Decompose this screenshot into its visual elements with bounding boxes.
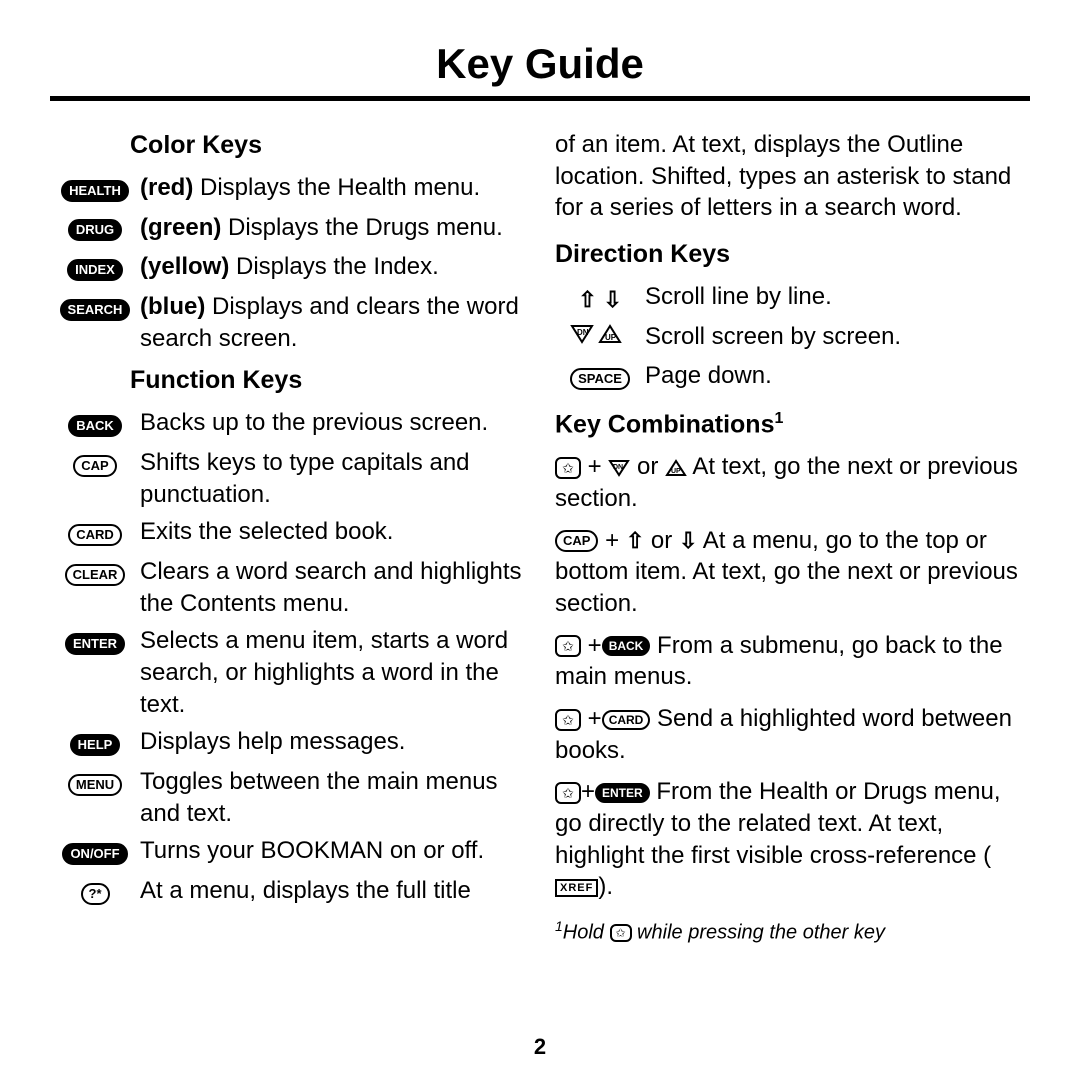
function-key-row: HELPDisplays help messages. xyxy=(50,726,525,760)
title-rule xyxy=(50,96,1030,101)
svg-text:UP: UP xyxy=(605,333,617,342)
key-desc: Displays help messages. xyxy=(140,726,525,758)
combo-1: ✩ + DN or UP At text, go the next or pre… xyxy=(555,451,1030,514)
left-column: Color Keys HEALTH(red) Displays the Heal… xyxy=(50,129,525,946)
combo-5: ✩+ENTER From the Health or Drugs menu, g… xyxy=(555,776,1030,903)
function-key-row: CLEARClears a word search and highlights… xyxy=(50,556,525,619)
color-key-row: SEARCH(blue) Displays and clears the wor… xyxy=(50,291,525,354)
continuation-text: of an item. At text, displays the Outlin… xyxy=(555,129,1030,224)
space-key-icon: SPACE xyxy=(555,360,645,394)
key-desc: At a menu, displays the full title xyxy=(140,875,525,907)
key-icon: DRUG xyxy=(50,212,140,246)
function-key-row: ?*At a menu, displays the full title xyxy=(50,875,525,909)
key-desc: Turns your BOOKMAN on or off. xyxy=(140,835,525,867)
key-desc: (green) Displays the Drugs menu. xyxy=(140,212,525,244)
key-desc: (blue) Displays and clears the word sear… xyxy=(140,291,525,354)
key-icon: MENU xyxy=(50,766,140,800)
function-key-row: CAPShifts keys to type capitals and punc… xyxy=(50,447,525,510)
color-key-row: HEALTH(red) Displays the Health menu. xyxy=(50,172,525,206)
key-desc: Clears a word search and highlights the … xyxy=(140,556,525,619)
key-icon: HELP xyxy=(50,726,140,760)
page-number: 2 xyxy=(0,1034,1080,1060)
key-desc: Exits the selected book. xyxy=(140,516,525,548)
function-keys-heading: Function Keys xyxy=(130,364,525,397)
arrows-line-icon: ⇧ ⇩ xyxy=(555,281,645,315)
right-column: of an item. At text, displays the Outlin… xyxy=(555,129,1030,946)
key-desc: (red) Displays the Health menu. xyxy=(140,172,525,204)
star-key-icon: ✩ xyxy=(610,924,632,942)
star-key-icon: ✩ xyxy=(555,782,581,804)
direction-desc: Scroll line by line. xyxy=(645,281,1030,313)
direction-row-2: DN UP Scroll screen by screen. xyxy=(555,321,1030,355)
key-icon: CAP xyxy=(50,447,140,481)
svg-text:DN: DN xyxy=(613,464,623,471)
arrows-screen-icon: DN UP xyxy=(555,321,645,355)
key-desc: Shifts keys to type capitals and punctua… xyxy=(140,447,525,510)
footnote: 1Hold ✩ while pressing the other key xyxy=(555,917,1030,946)
function-key-row: ON/OFFTurns your BOOKMAN on or off. xyxy=(50,835,525,869)
key-desc: Backs up to the previous screen. xyxy=(140,407,525,439)
combo-2: CAP + ⇧ or ⇩ At a menu, go to the top or… xyxy=(555,525,1030,620)
columns: Color Keys HEALTH(red) Displays the Heal… xyxy=(50,129,1030,946)
key-desc: Toggles between the main menus and text. xyxy=(140,766,525,829)
page-title: Key Guide xyxy=(50,40,1030,88)
direction-desc: Scroll screen by screen. xyxy=(645,321,1030,353)
back-key-icon: BACK xyxy=(602,636,651,656)
key-icon: ENTER xyxy=(50,625,140,659)
direction-desc: Page down. xyxy=(645,360,1030,392)
svg-text:DN: DN xyxy=(577,328,589,337)
function-key-row: MENUToggles between the main menus and t… xyxy=(50,766,525,829)
combo-3: ✩ +BACK From a submenu, go back to the m… xyxy=(555,630,1030,693)
direction-keys-heading: Direction Keys xyxy=(555,238,1030,271)
key-icon: CLEAR xyxy=(50,556,140,590)
key-icon: SEARCH xyxy=(50,291,140,325)
star-key-icon: ✩ xyxy=(555,635,581,657)
color-keys-heading: Color Keys xyxy=(130,129,525,162)
function-key-row: ENTERSelects a menu item, starts a word … xyxy=(50,625,525,720)
key-icon: CARD xyxy=(50,516,140,550)
star-key-icon: ✩ xyxy=(555,457,581,479)
key-icon: ?* xyxy=(50,875,140,909)
color-key-row: INDEX(yellow) Displays the Index. xyxy=(50,251,525,285)
xref-icon: XREF xyxy=(555,879,598,897)
function-key-row: CARDExits the selected book. xyxy=(50,516,525,550)
enter-key-icon: ENTER xyxy=(595,783,650,803)
cap-key-icon: CAP xyxy=(555,530,598,552)
key-combinations-heading: Key Combinations1 xyxy=(555,408,1030,441)
function-key-row: BACKBacks up to the previous screen. xyxy=(50,407,525,441)
svg-text:UP: UP xyxy=(671,468,681,475)
key-icon: INDEX xyxy=(50,251,140,285)
key-icon: HEALTH xyxy=(50,172,140,206)
direction-row-1: ⇧ ⇩ Scroll line by line. xyxy=(555,281,1030,315)
key-icon: BACK xyxy=(50,407,140,441)
star-key-icon: ✩ xyxy=(555,709,581,731)
combo-4: ✩ +CARD Send a highlighted word be­tween… xyxy=(555,703,1030,766)
key-icon: ON/OFF xyxy=(50,835,140,869)
key-desc: (yellow) Displays the Index. xyxy=(140,251,525,283)
key-desc: Selects a menu item, starts a word searc… xyxy=(140,625,525,720)
color-key-row: DRUG(green) Displays the Drugs menu. xyxy=(50,212,525,246)
direction-row-3: SPACE Page down. xyxy=(555,360,1030,394)
card-key-icon: CARD xyxy=(602,710,651,730)
